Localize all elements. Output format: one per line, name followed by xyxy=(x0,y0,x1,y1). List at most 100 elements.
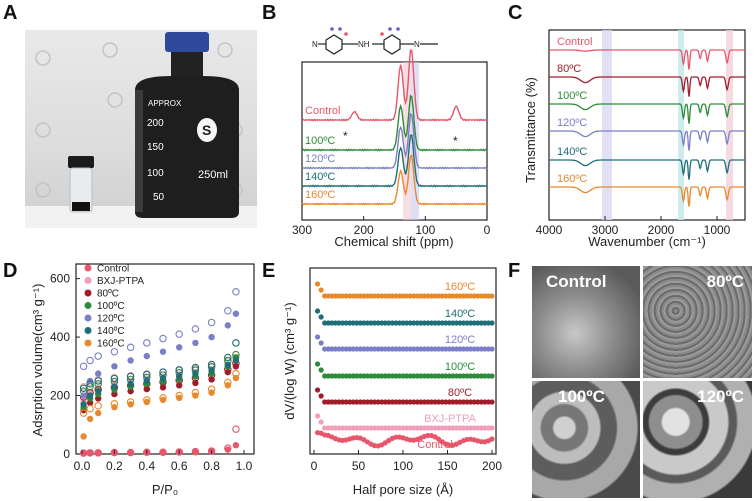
isotherm-desorption-point-120-c xyxy=(94,352,102,360)
bottle-mark-200: 200 xyxy=(147,118,164,129)
sem-label-control: Control xyxy=(546,272,607,291)
pore-distribution-point-bxj-ptpa xyxy=(418,425,424,431)
pore-distribution-point-160-c xyxy=(460,293,467,299)
panel-letter-b: B xyxy=(262,2,277,24)
pore-distribution-point-120-c xyxy=(446,346,452,352)
sem-grid: Control 80ºC 100ºC 120ºC xyxy=(532,266,752,498)
pore-distribution-point-120-c xyxy=(407,346,413,352)
nmr-label-120-c: 120ºC xyxy=(305,153,335,165)
pore-distribution-point-160-c xyxy=(411,293,417,299)
panel-d-ytick: 400 xyxy=(50,330,70,344)
nmr-spectrum-160-c xyxy=(301,154,488,206)
legend-marker-bxj-ptpa xyxy=(84,277,92,284)
pore-distribution-point-120-c xyxy=(475,346,481,352)
pore-distribution-point-control xyxy=(446,442,452,448)
pore-distribution-point-140-c xyxy=(354,320,360,326)
pore-distribution-point-bxj-ptpa xyxy=(464,425,470,431)
pore-distribution-point-160-c xyxy=(425,293,431,299)
pore-distribution-point-bxj-ptpa xyxy=(332,425,338,431)
isotherm-adsorption-point-120-c xyxy=(80,392,87,399)
pore-distribution-point-160-c xyxy=(318,287,324,293)
pore-distribution-point-160-c xyxy=(325,293,331,299)
pore-distribution-point-bxj-ptpa xyxy=(375,425,381,431)
pore-distribution-point-80-c xyxy=(485,399,492,405)
pore-distribution-point-bxj-ptpa xyxy=(411,425,417,431)
pore-distribution-point-140-c xyxy=(457,320,463,326)
pore-distribution-point-100-c xyxy=(411,373,417,379)
pore-distribution-point-bxj-ptpa xyxy=(329,425,335,431)
isotherm-desorption-point-control xyxy=(86,449,94,457)
isotherm-adsorption-point-control xyxy=(192,448,199,456)
ftir-label-control: Control xyxy=(557,36,592,48)
isotherm-desorption-point-160-c xyxy=(126,398,135,406)
isotherm-adsorption-point-120-c xyxy=(176,344,183,351)
pore-distribution-point-bxj-ptpa xyxy=(357,425,363,431)
pore-distribution-point-bxj-ptpa xyxy=(368,425,374,431)
pore-distribution-point-bxj-ptpa xyxy=(471,425,477,431)
bottle-mark-100: 100 xyxy=(147,168,164,179)
pore-distribution-point-140-c xyxy=(403,320,410,326)
bottle-logo-letter: S xyxy=(202,122,211,138)
pore-distribution-point-160-c xyxy=(482,293,488,299)
pore-distribution-point-140-c xyxy=(393,320,399,326)
isotherm-desorption-point-160-c xyxy=(86,404,94,413)
pore-distribution-point-100-c xyxy=(322,373,328,379)
ftir-spectrum-140-c xyxy=(549,159,745,180)
isotherm-desorption-point-120-c xyxy=(232,288,240,296)
pore-distribution-point-100-c xyxy=(482,373,488,379)
pore-distribution-point-bxj-ptpa xyxy=(457,425,463,431)
isotherm-desorption-point-120-c xyxy=(79,362,88,371)
pore-distribution-point-80-c xyxy=(386,399,392,405)
pore-label-160-c: 160ºC xyxy=(445,281,475,293)
nmr-label-140-c: 140ºC xyxy=(305,171,335,183)
isotherm-desorption-point-120-c xyxy=(159,334,167,343)
pore-distribution-point-160-c xyxy=(464,293,470,299)
isotherm-adsorption-point-120-c xyxy=(143,352,150,360)
isotherm-desorption-point-control xyxy=(224,444,232,452)
pore-distribution-point-bxj-ptpa xyxy=(482,425,488,431)
pore-distribution-point-120-c xyxy=(318,340,324,346)
pore-distribution-point-100-c xyxy=(318,367,324,373)
pore-distribution-point-bxj-ptpa xyxy=(354,425,360,431)
pore-distribution-point-120-c xyxy=(425,346,431,352)
molecule-structure xyxy=(318,34,438,55)
pore-distribution-point-160-c xyxy=(450,293,456,299)
pore-distribution-point-100-c xyxy=(439,373,445,379)
pore-label-120-c: 120ºC xyxy=(445,334,475,346)
pore-distribution-point-bxj-ptpa xyxy=(350,425,356,431)
svg-text:NH: NH xyxy=(358,40,370,49)
pore-distribution-point-140-c xyxy=(371,320,378,326)
pore-distribution-point-120-c xyxy=(453,346,459,352)
pore-distribution-point-bxj-ptpa xyxy=(414,425,420,431)
pore-distribution-point-160-c xyxy=(457,293,463,299)
pore-distribution-point-160-c xyxy=(386,293,392,299)
pore-distribution-point-160-c xyxy=(453,293,459,299)
pore-distribution-point-80-c xyxy=(407,399,413,405)
pore-distribution-point-80-c xyxy=(403,399,410,405)
isotherm-adsorption-point-160-c xyxy=(80,433,87,440)
ftir-label-140-c: 140ºC xyxy=(557,146,587,158)
isotherm-adsorption-point-140-c xyxy=(224,361,231,369)
pore-distribution-point-160-c xyxy=(403,293,410,299)
pore-distribution-point-80-c xyxy=(432,399,438,405)
isotherm-desorption-point-120-c xyxy=(175,330,183,338)
legend-label-control: Control xyxy=(97,264,129,275)
isotherm-adsorption-point-80-c xyxy=(143,385,150,393)
pore-distribution-point-120-c xyxy=(347,346,353,352)
pore-distribution-point-100-c xyxy=(389,373,395,379)
pore-distribution-point-80-c xyxy=(318,393,324,399)
isotherm-desorption-point-160-c xyxy=(143,396,151,404)
pore-distribution-point-80-c xyxy=(350,399,356,405)
pore-distribution-point-120-c xyxy=(439,346,445,352)
panel-d-xtick: 0.0 xyxy=(74,459,91,473)
pore-distribution-point-160-c xyxy=(468,293,474,299)
isotherm-desorption-point-120-c xyxy=(143,339,151,347)
nmr-spectrum-120-c xyxy=(301,112,488,170)
isotherm-adsorption-point-80-c xyxy=(86,399,94,407)
isotherm-desorption-point-control xyxy=(191,447,200,456)
pore-distribution-point-100-c xyxy=(432,373,438,379)
pore-distribution-point-140-c xyxy=(375,320,381,326)
panel-d-ytick: 600 xyxy=(50,272,70,286)
isotherm-adsorption-point-160-c xyxy=(159,396,167,404)
pore-distribution-point-bxj-ptpa xyxy=(485,425,492,431)
